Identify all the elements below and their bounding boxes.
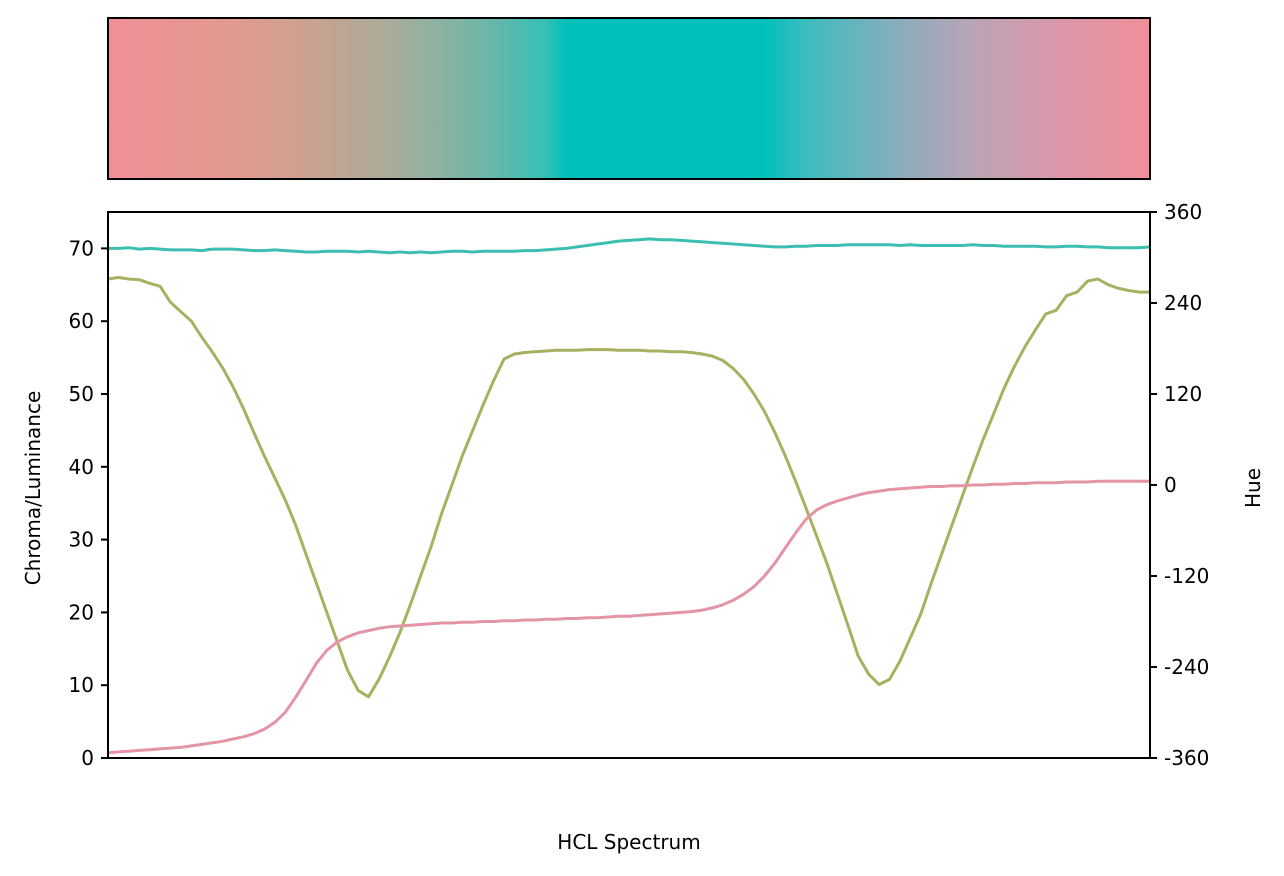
left-axis-title: Chroma/Luminance (21, 391, 45, 586)
left-tick-label: 0 (81, 746, 94, 770)
right-axis-ticks: -360 -240 -120 0 120 240 360 (1150, 200, 1209, 770)
right-axis-title: Hue (1241, 468, 1265, 508)
left-tick-label: 10 (69, 673, 94, 697)
right-tick-label: 0 (1164, 473, 1177, 497)
series-layer (108, 237, 1150, 755)
series-line-1 (108, 237, 1150, 255)
right-tick-label: 360 (1164, 200, 1202, 224)
right-tick-label: -360 (1164, 746, 1209, 770)
x-axis-title: HCL Spectrum (557, 830, 700, 854)
left-tick-label: 20 (69, 600, 94, 624)
right-tick-label: -240 (1164, 655, 1209, 679)
left-tick-label: 40 (69, 455, 94, 479)
series-line-2 (108, 276, 1150, 699)
left-tick-label: 60 (69, 309, 94, 333)
right-tick-label: 120 (1164, 382, 1202, 406)
left-axis-ticks: 0 10 20 30 40 50 60 70 (69, 236, 108, 770)
series-line-3 (108, 479, 1150, 755)
right-tick-label: 240 (1164, 291, 1202, 315)
line-plot-area: 0 10 20 30 40 50 60 70 -360 -240 -120 0 120 240 360 (69, 200, 1210, 770)
left-tick-label: 70 (69, 236, 94, 260)
spectrum-bar (107, 17, 1151, 180)
right-tick-label: -120 (1164, 564, 1209, 588)
left-tick-label: 30 (69, 528, 94, 552)
left-tick-label: 50 (69, 382, 94, 406)
